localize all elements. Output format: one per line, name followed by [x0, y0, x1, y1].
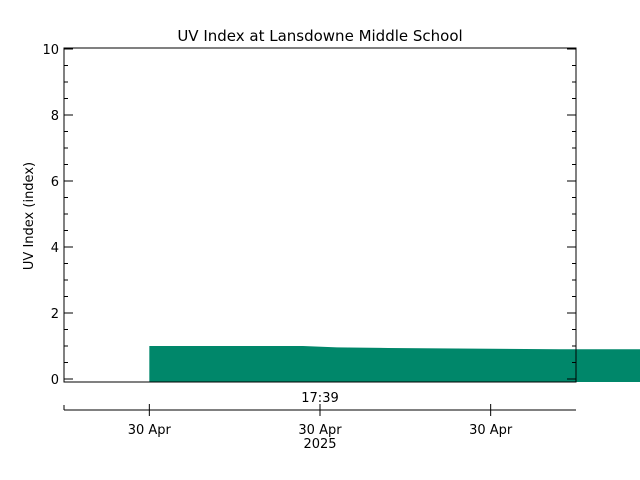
time-tick-label: 30 Apr [128, 423, 172, 438]
y-tick-label: 4 [51, 241, 59, 256]
y-tick-label: 2 [51, 307, 59, 322]
area-layer [149, 346, 640, 382]
plot-frame [63, 47, 577, 383]
time-tick-label: 30 Apr [298, 423, 342, 438]
chart-title: UV Index at Lansdowne Middle School [177, 27, 462, 45]
time-tick-sublabel: 2025 [303, 437, 336, 452]
y-tick-label: 8 [51, 109, 59, 124]
uv-index-area [149, 346, 640, 382]
axes-layer: 0 2 4 6 8 10 [42, 43, 577, 388]
y-axis-label: UV Index (index) [22, 162, 37, 270]
y-tick-label: 10 [42, 43, 59, 58]
time-tick-label: 30 Apr [469, 423, 513, 438]
time-marker-label: 17:39 [301, 391, 338, 406]
y-tick-label: 6 [51, 175, 59, 190]
y-tick-label: 0 [51, 373, 59, 388]
